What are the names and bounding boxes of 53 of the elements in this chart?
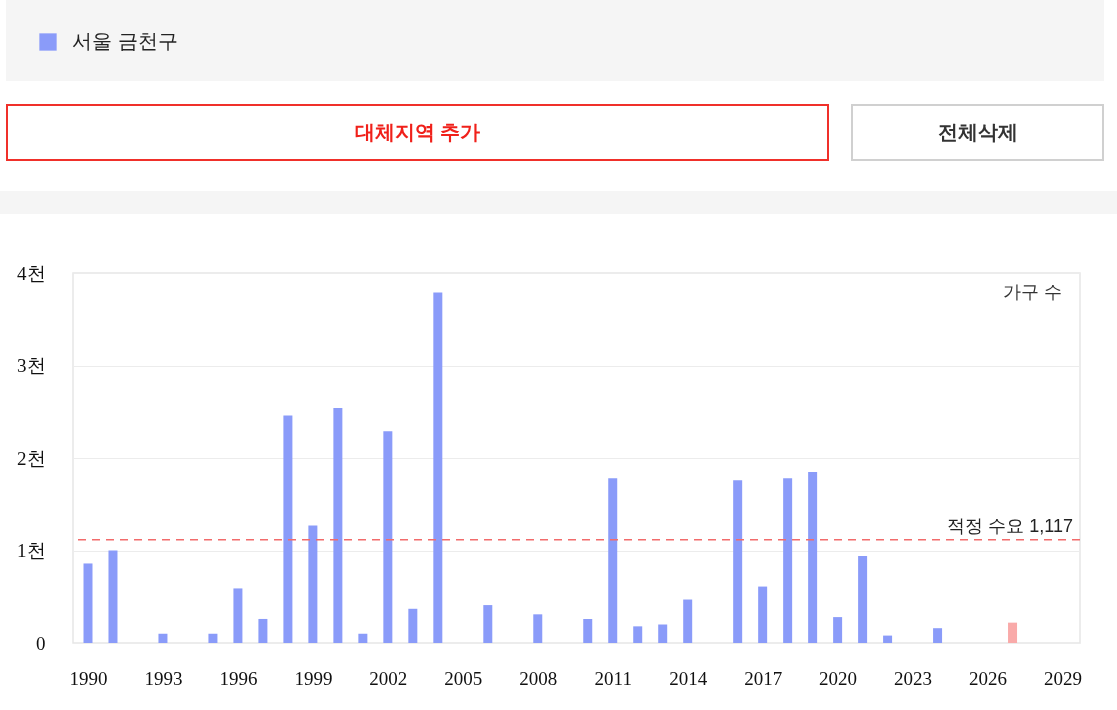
y-tick-label: 3천 [17, 355, 46, 376]
bar [583, 618, 593, 643]
bar [208, 633, 218, 643]
y-tick-label: 4천 [17, 262, 46, 284]
x-tick-label: 2014 [669, 667, 708, 689]
bar [308, 525, 318, 643]
x-tick-label: 2017 [744, 667, 783, 689]
bar [858, 556, 868, 643]
bar [433, 292, 443, 643]
x-tick-label: 2020 [819, 667, 858, 689]
y-tick-label: 2천 [17, 447, 46, 469]
x-tick-label: 1990 [69, 667, 108, 689]
bar [808, 471, 818, 643]
x-tick-label: 2023 [894, 667, 933, 689]
delete-all-button[interactable]: 전체삭제 [851, 104, 1104, 161]
y-axis-title: 가구 수 [1002, 282, 1062, 302]
bar [733, 480, 743, 643]
bar [483, 605, 493, 643]
bar [683, 599, 693, 643]
ref-line-label: 적정 수요 1,117 [947, 515, 1073, 536]
bar [833, 617, 843, 643]
bar [283, 415, 293, 643]
bar [1008, 622, 1018, 643]
x-tick-label: 2026 [969, 667, 1008, 689]
bar [383, 431, 393, 643]
x-tick-label: 2008 [519, 667, 558, 689]
bar [158, 633, 168, 643]
bar [358, 633, 368, 643]
bar [83, 563, 93, 643]
bar [633, 626, 643, 643]
bar [783, 478, 793, 643]
bar [658, 624, 668, 643]
add-region-button[interactable]: 대체지역 추가 [6, 104, 829, 161]
y-tick-label: 0 [36, 632, 46, 654]
x-tick-label: 2011 [594, 667, 632, 689]
bar [758, 586, 768, 643]
bar [883, 635, 893, 643]
bar [108, 550, 118, 643]
bar [333, 408, 343, 643]
bar [408, 608, 418, 643]
legend-label: 서울 금천구 [72, 30, 178, 52]
bar [233, 588, 243, 643]
bar [258, 618, 268, 643]
x-tick-label: 1999 [294, 667, 333, 689]
x-tick-label: 2005 [444, 667, 483, 689]
x-tick-label: 1996 [219, 667, 258, 689]
x-tick-label: 1993 [144, 667, 183, 689]
y-tick-label: 1천 [17, 540, 46, 561]
bar [933, 628, 943, 643]
bar [608, 478, 618, 643]
bar [533, 614, 543, 643]
x-tick-label: 2002 [369, 667, 408, 689]
x-tick-label: 2029 [1044, 667, 1083, 689]
